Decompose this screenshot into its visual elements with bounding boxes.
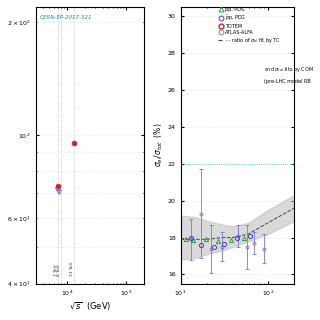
Text: 7 TeV: 7 TeV — [54, 264, 58, 276]
Text: (pre-LHC model RB: (pre-LHC model RB — [264, 79, 310, 84]
Legend: pp, PDG, $\bar{p}$p, PDG, TOTEM, ATLAS-ALFA, - - ratio of $\sigma_{el}$ fit by T: pp, PDG, $\bar{p}$p, PDG, TOTEM, ATLAS-A… — [217, 7, 282, 45]
Text: 13 TeV: 13 TeV — [70, 261, 74, 276]
Text: and $\sigma_{tot}$ fits by COM: and $\sigma_{tot}$ fits by COM — [264, 65, 314, 74]
Text: 8 TeV: 8 TeV — [57, 264, 61, 276]
Text: CERN-EP-2017-321: CERN-EP-2017-321 — [40, 15, 92, 20]
X-axis label: $\sqrt{s}$  (GeV): $\sqrt{s}$ (GeV) — [69, 300, 111, 313]
Y-axis label: $\sigma_{el}/\sigma_{tot}$  (%): $\sigma_{el}/\sigma_{tot}$ (%) — [152, 123, 165, 167]
